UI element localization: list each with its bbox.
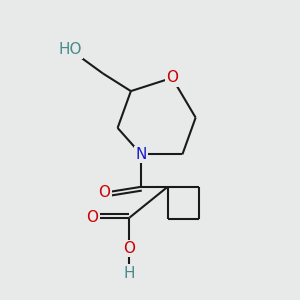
Text: O: O <box>98 185 110 200</box>
Text: HO: HO <box>59 42 82 57</box>
Text: O: O <box>123 241 135 256</box>
Text: O: O <box>166 70 178 86</box>
Text: H: H <box>124 266 135 280</box>
Text: O: O <box>87 210 99 225</box>
Text: N: N <box>136 147 147 162</box>
